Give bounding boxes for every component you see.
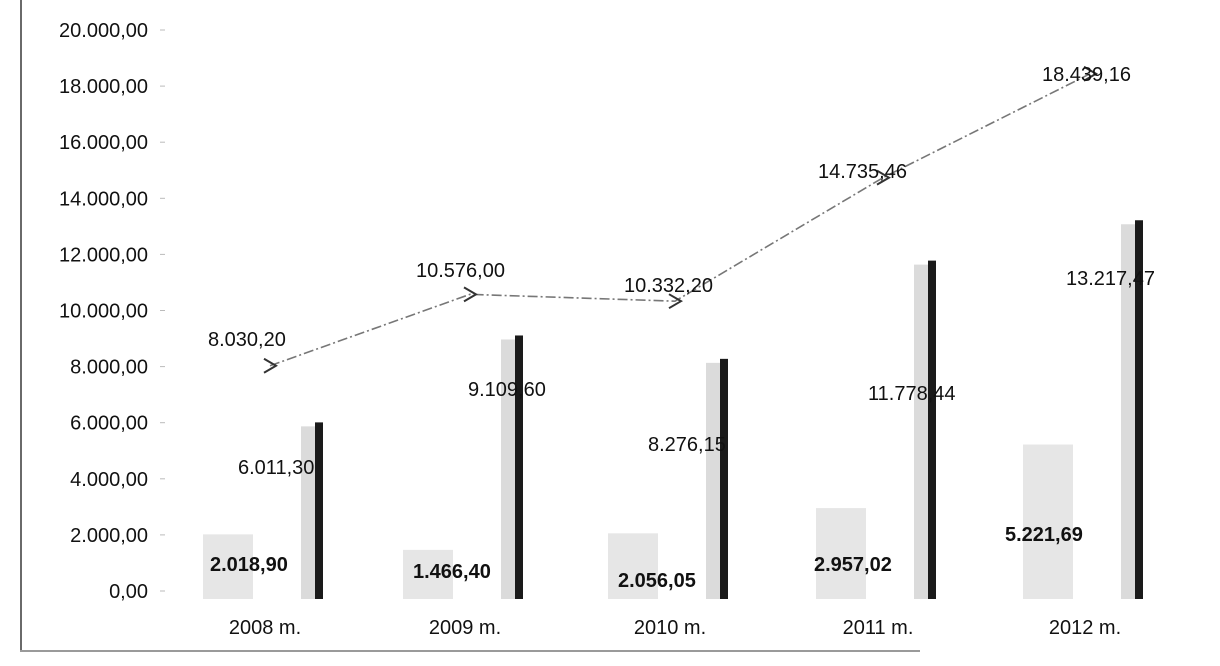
bar-series-2	[315, 422, 323, 599]
bar-series-2	[928, 260, 936, 599]
y-tick-label: 8.000,00	[70, 357, 148, 379]
y-tick-label: 2.000,00	[70, 525, 148, 547]
bar-series-2-shade	[914, 264, 928, 599]
bar-series-1	[1023, 444, 1073, 599]
y-tick-label: 6.000,00	[70, 413, 148, 435]
data-label-series-2: 13.217,47	[1066, 268, 1155, 290]
data-label-series-2: 11.778,44	[868, 383, 956, 405]
bar-series-1	[203, 534, 253, 599]
y-tick-label: 14.000,00	[59, 188, 148, 210]
data-label-series-1: 2.056,05	[618, 570, 696, 592]
x-tick-label: 2012 m.	[1049, 617, 1121, 639]
line-point-marker	[876, 169, 891, 186]
y-tick-label: 18.000,00	[59, 76, 148, 98]
data-label-series-1: 1.466,40	[413, 561, 491, 583]
line-point-marker	[668, 293, 683, 310]
y-tick-label: 10.000,00	[59, 301, 148, 323]
chart-frame-bottom	[20, 650, 920, 652]
bar-series-2	[515, 335, 523, 599]
x-tick-label: 2010 m.	[634, 617, 706, 639]
bar-series-2	[720, 358, 728, 599]
data-label-series-1: 5.221,69	[1005, 524, 1083, 546]
data-label-series-3: 14.735,46	[818, 161, 907, 183]
y-tick-label: 20.000,00	[59, 20, 148, 42]
x-tick-label: 2008 m.	[229, 617, 301, 639]
bar-series-1	[816, 508, 866, 599]
data-label-series-1: 2.957,02	[814, 554, 892, 576]
line-point-marker	[463, 286, 478, 303]
data-label-series-3: 10.332,20	[624, 275, 713, 297]
data-label-series-2: 8.276,15	[648, 434, 726, 456]
bar-series-2	[1135, 220, 1143, 599]
data-label-series-3: 10.576,00	[416, 260, 505, 282]
y-tick-label: 12.000,00	[59, 244, 148, 266]
data-label-series-3: 8.030,20	[208, 329, 286, 351]
line-point-marker	[1083, 65, 1098, 82]
bar-series-1	[608, 533, 658, 599]
bar-series-2-shade	[501, 339, 515, 599]
data-label-series-2: 6.011,30	[238, 457, 314, 479]
data-label-series-2: 9.109,60	[468, 379, 546, 401]
data-label-series-1: 2.018,90	[210, 554, 288, 576]
x-tick-label: 2009 m.	[429, 617, 501, 639]
bar-series-1	[403, 549, 453, 599]
data-label-series-3: 18.439,16	[1042, 64, 1131, 86]
line-point-marker	[263, 357, 278, 374]
y-tick-label: 16.000,00	[59, 132, 148, 154]
line-series-3	[269, 73, 1091, 367]
chart-frame-left	[20, 0, 22, 652]
bar-series-2-shade	[1121, 224, 1135, 599]
y-tick-label: 4.000,00	[70, 469, 148, 491]
bar-series-2-shade	[706, 362, 720, 599]
bar-series-2-shade	[301, 426, 315, 599]
x-tick-label: 2011 m.	[843, 617, 914, 639]
y-tick-label: 0,00	[109, 581, 148, 603]
